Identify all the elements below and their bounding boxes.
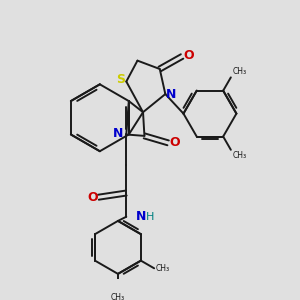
Text: S: S [116,74,125,86]
Text: CH₃: CH₃ [232,151,247,160]
Text: O: O [87,191,98,204]
Text: CH₃: CH₃ [111,292,125,300]
Text: O: O [183,49,194,62]
Text: N: N [166,88,177,100]
Text: H: H [146,212,154,222]
Text: CH₃: CH₃ [155,264,170,273]
Text: CH₃: CH₃ [232,67,247,76]
Text: N: N [136,210,146,223]
Text: N: N [113,127,124,140]
Text: O: O [169,136,180,149]
